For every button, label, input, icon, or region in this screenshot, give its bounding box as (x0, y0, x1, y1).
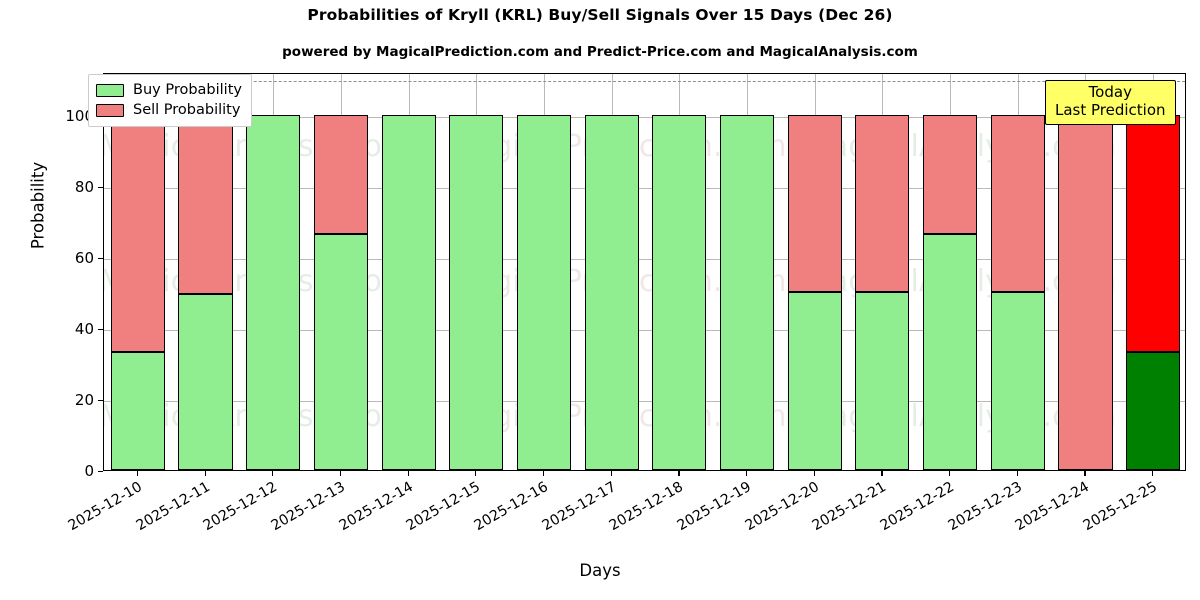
bar-2025-12-16[interactable] (516, 74, 572, 470)
bar-segment-buy (990, 292, 1045, 470)
bar-segment-buy (110, 351, 165, 470)
bar-segment-sell (110, 114, 165, 352)
bar-2025-12-15[interactable] (449, 74, 504, 470)
bar-segment-buy (923, 233, 978, 470)
bar-segment-buy (652, 114, 707, 470)
y-axis-tick-label: 60 (74, 248, 94, 267)
bar-group (104, 74, 1185, 470)
bar-2025-12-11[interactable] (178, 74, 233, 470)
bar-segment-buy (855, 292, 910, 470)
y-axis-tick-label: 80 (74, 177, 94, 196)
bar-2025-12-10[interactable] (110, 74, 165, 470)
x-axis-tick-mark (1152, 471, 1154, 476)
gridline-horizontal (104, 329, 1185, 331)
bar-segment-sell (990, 114, 1045, 293)
bar-segment-buy (313, 233, 368, 470)
plot-area: MagicalAnalysis.comMagicalPrediction.com… (103, 73, 1186, 471)
bar-segment-buy (719, 114, 775, 470)
legend-item-buy: Buy Probability (96, 80, 242, 100)
x-axis-tick-mark (136, 471, 139, 476)
bar-2025-12-24[interactable] (1058, 74, 1113, 470)
bar-2025-12-13[interactable] (313, 74, 368, 470)
x-axis-tick-mark (272, 471, 274, 476)
bar-2025-12-19[interactable] (719, 74, 775, 470)
bar-segment-buy (787, 292, 842, 470)
bar-segment-buy (246, 114, 301, 470)
bar-2025-12-12[interactable] (246, 74, 301, 470)
bar-segment-buy (516, 114, 572, 470)
gridline-horizontal (104, 187, 1185, 189)
legend-item-sell: Sell Probability (96, 100, 242, 120)
x-axis-tick-mark (204, 471, 206, 476)
bar-2025-12-21[interactable] (855, 74, 910, 470)
y-axis-tick-mark (98, 186, 103, 188)
x-axis-tick-mark (813, 471, 815, 476)
x-axis-tick-mark (949, 471, 951, 476)
x-axis-tick-mark (1016, 471, 1018, 476)
bar-segment-sell (178, 114, 233, 295)
y-axis-tick-mark (98, 328, 103, 331)
legend-label-buy: Buy Probability (133, 82, 242, 98)
bar-segment-sell (787, 114, 842, 293)
x-axis-tick-mark (1084, 471, 1086, 476)
x-axis-tick-mark (678, 471, 680, 476)
bar-segment-buy (1126, 351, 1181, 470)
y-axis-tick-mark (98, 471, 103, 473)
x-axis-tick-mark (542, 471, 545, 476)
bar-segment-sell (1126, 114, 1181, 352)
bar-2025-12-22[interactable] (923, 74, 978, 470)
bar-segment-buy (584, 114, 639, 470)
bar-2025-12-25[interactable] (1126, 74, 1181, 470)
y-axis-tick-mark (98, 257, 103, 259)
bar-2025-12-20[interactable] (787, 74, 842, 470)
x-axis-tick-mark (881, 471, 883, 476)
x-axis-tick-mark (610, 471, 612, 476)
y-axis-tick-label: 20 (74, 390, 94, 409)
chart-subtitle: powered by MagicalPrediction.com and Pre… (282, 44, 918, 60)
bar-2025-12-23[interactable] (990, 74, 1045, 470)
legend: Buy Probability Sell Probability (88, 74, 252, 127)
bar-segment-sell (1058, 114, 1113, 470)
bar-2025-12-17[interactable] (584, 74, 639, 470)
bar-segment-sell (923, 114, 978, 234)
y-axis-tick-mark (98, 399, 103, 402)
bar-2025-12-18[interactable] (652, 74, 707, 470)
x-axis-tick-mark (407, 471, 409, 476)
x-axis-label: Days (579, 561, 621, 580)
today-annotation: Today Last Prediction (1045, 80, 1176, 126)
gridline-horizontal (104, 116, 1185, 118)
x-axis-tick-mark (746, 471, 748, 476)
bar-segment-buy (449, 114, 504, 470)
x-axis-tick-mark (475, 471, 477, 476)
reference-line (104, 81, 1185, 83)
today-annotation-line2: Last Prediction (1055, 100, 1166, 119)
legend-swatch-buy-icon (96, 83, 124, 97)
bar-segment-sell (855, 114, 910, 293)
today-annotation-line1: Today (1088, 83, 1132, 101)
bar-2025-12-14[interactable] (381, 74, 436, 470)
gridline-horizontal (104, 400, 1185, 402)
bar-segment-buy (178, 294, 233, 470)
y-axis-label: Probability (28, 161, 48, 250)
y-axis-tick-label: 0 (84, 462, 94, 480)
chart-title: Probabilities of Kryll (KRL) Buy/Sell Si… (307, 6, 893, 24)
y-axis-tick-label: 100 (65, 106, 94, 125)
gridline-horizontal (104, 258, 1185, 260)
bar-segment-buy (381, 114, 436, 470)
x-axis-tick-mark (339, 471, 342, 476)
bar-segment-sell (313, 114, 368, 234)
y-axis-tick-label: 40 (74, 319, 94, 338)
legend-swatch-sell-icon (96, 103, 124, 117)
legend-label-sell: Sell Probability (133, 102, 241, 118)
